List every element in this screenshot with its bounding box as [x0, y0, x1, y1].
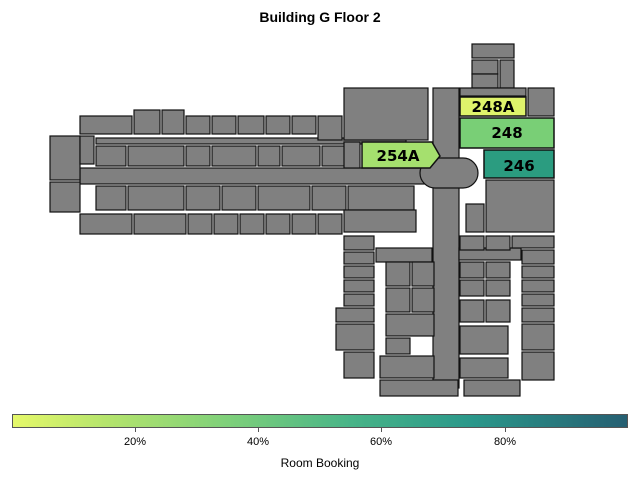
south-wing-rooms — [335, 235, 555, 397]
room-246[interactable] — [483, 149, 555, 179]
colorbar-tick-mark — [135, 428, 136, 432]
corridors — [79, 87, 522, 389]
colorbar-label: Room Booking — [280, 456, 360, 470]
colorbar-tick-label: 20% — [123, 436, 147, 448]
room-248a-label: 248A — [472, 98, 515, 116]
map-title: Building G Floor 2 — [259, 9, 381, 25]
room-248[interactable] — [459, 117, 555, 149]
west-wing-rooms — [49, 109, 417, 235]
room-254a[interactable] — [361, 141, 441, 169]
colorbar — [12, 414, 628, 428]
colorbar-tick-mark — [381, 428, 382, 432]
highlighted-rooms: 248A 248 254A 246 — [361, 96, 555, 179]
colorbar-tick-mark — [505, 428, 506, 432]
room-248-label: 248 — [491, 124, 522, 142]
room-246-label: 246 — [503, 157, 534, 175]
room-248a[interactable] — [459, 96, 527, 117]
colorbar-tick-mark — [258, 428, 259, 432]
colorbar-tick-label: 60% — [369, 436, 393, 448]
floor-plan: 248A 248 254A 246 — [49, 43, 555, 397]
colorbar-tick-label: 80% — [493, 436, 517, 448]
colorbar-tick-label: 40% — [246, 436, 270, 448]
north-wing-rooms — [343, 43, 555, 233]
room-254a-label: 254A — [377, 147, 420, 165]
